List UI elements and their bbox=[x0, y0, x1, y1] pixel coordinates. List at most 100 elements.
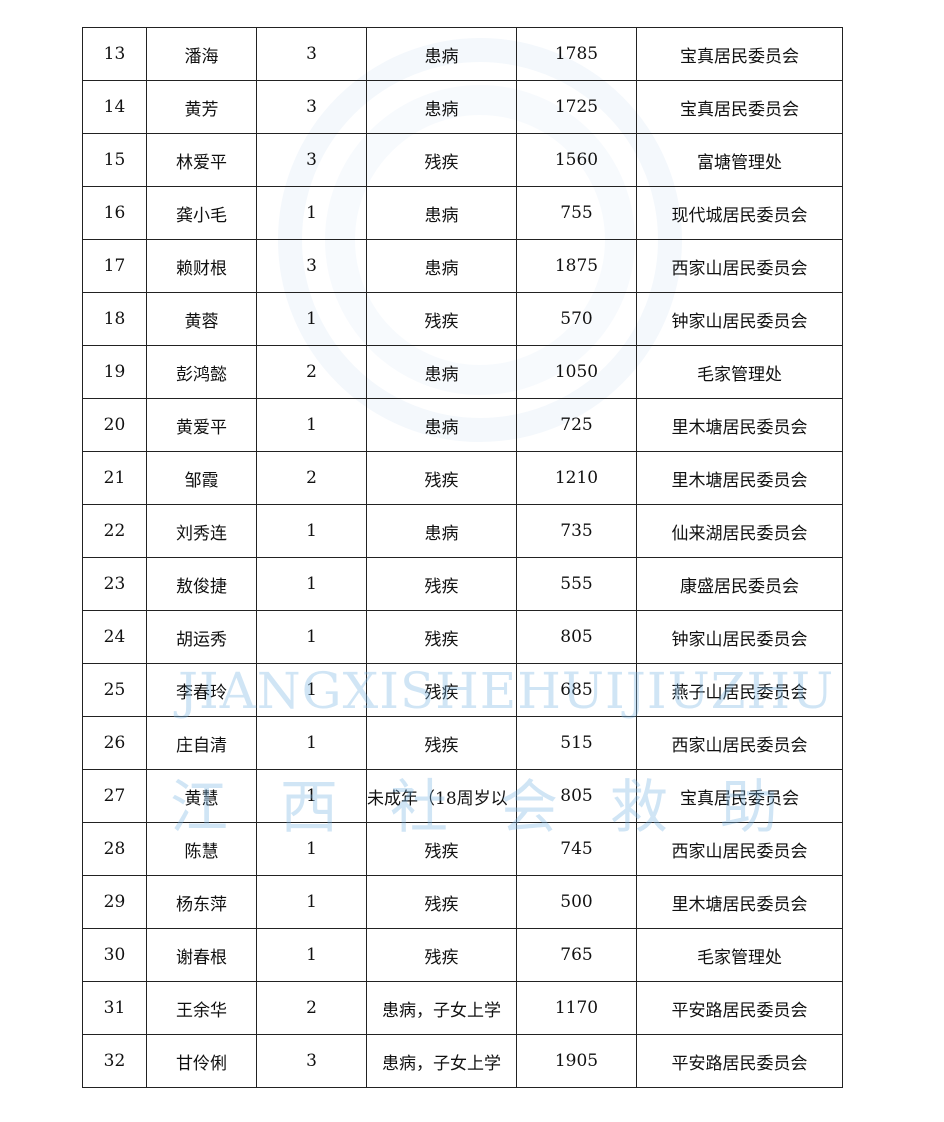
cell-count: 1 bbox=[256, 928, 367, 982]
table-row: 31 王余华 2 患病，子女上学 1170 平安路居民委员会 bbox=[82, 981, 843, 1035]
cell-count: 1 bbox=[256, 663, 367, 717]
table-row: 25 李春玲 1 残疾 685 燕子山居民委员会 bbox=[82, 663, 843, 717]
cell-no: 18 bbox=[82, 292, 147, 346]
cell-amount: 1875 bbox=[516, 239, 637, 293]
cell-unit: 燕子山居民委员会 bbox=[636, 663, 843, 717]
cell-count: 1 bbox=[256, 398, 367, 452]
cell-amount: 685 bbox=[516, 663, 637, 717]
cell-name: 彭鸿懿 bbox=[146, 345, 257, 399]
cell-count: 1 bbox=[256, 716, 367, 770]
table-row: 30 谢春根 1 残疾 765 毛家管理处 bbox=[82, 928, 843, 982]
cell-count: 1 bbox=[256, 292, 367, 346]
cell-no: 31 bbox=[82, 981, 147, 1035]
cell-name: 刘秀连 bbox=[146, 504, 257, 558]
cell-unit: 康盛居民委员会 bbox=[636, 557, 843, 611]
cell-name: 赖财根 bbox=[146, 239, 257, 293]
cell-reason: 残疾 bbox=[366, 822, 517, 876]
cell-unit: 里木塘居民委员会 bbox=[636, 875, 843, 929]
table-row: 21 邹霞 2 残疾 1210 里木塘居民委员会 bbox=[82, 451, 843, 505]
cell-amount: 1785 bbox=[516, 27, 637, 81]
cell-no: 21 bbox=[82, 451, 147, 505]
cell-unit: 毛家管理处 bbox=[636, 345, 843, 399]
cell-count: 2 bbox=[256, 345, 367, 399]
cell-count: 1 bbox=[256, 610, 367, 664]
cell-amount: 745 bbox=[516, 822, 637, 876]
cell-amount: 765 bbox=[516, 928, 637, 982]
cell-no: 16 bbox=[82, 186, 147, 240]
cell-name: 邹霞 bbox=[146, 451, 257, 505]
cell-no: 30 bbox=[82, 928, 147, 982]
cell-name: 庄自清 bbox=[146, 716, 257, 770]
cell-reason: 残疾 bbox=[366, 663, 517, 717]
cell-reason: 患病 bbox=[366, 27, 517, 81]
table-row: 24 胡运秀 1 残疾 805 钟家山居民委员会 bbox=[82, 610, 843, 664]
cell-name: 谢春根 bbox=[146, 928, 257, 982]
cell-no: 14 bbox=[82, 80, 147, 134]
cell-name: 甘伶俐 bbox=[146, 1034, 257, 1088]
cell-reason: 患病，子女上学 bbox=[366, 1034, 517, 1088]
cell-name: 黄蓉 bbox=[146, 292, 257, 346]
cell-reason: 残疾 bbox=[366, 451, 517, 505]
cell-amount: 555 bbox=[516, 557, 637, 611]
cell-no: 26 bbox=[82, 716, 147, 770]
cell-count: 2 bbox=[256, 981, 367, 1035]
cell-count: 1 bbox=[256, 557, 367, 611]
cell-no: 27 bbox=[82, 769, 147, 823]
cell-reason: 患病 bbox=[366, 239, 517, 293]
cell-unit: 现代城居民委员会 bbox=[636, 186, 843, 240]
cell-unit: 西家山居民委员会 bbox=[636, 239, 843, 293]
cell-name: 黄芳 bbox=[146, 80, 257, 134]
cell-unit: 钟家山居民委员会 bbox=[636, 610, 843, 664]
cell-unit: 里木塘居民委员会 bbox=[636, 451, 843, 505]
cell-no: 23 bbox=[82, 557, 147, 611]
table-row: 14 黄芳 3 患病 1725 宝真居民委员会 bbox=[82, 80, 843, 134]
table-row: 15 林爱平 3 残疾 1560 富塘管理处 bbox=[82, 133, 843, 187]
cell-reason: 患病 bbox=[366, 398, 517, 452]
cell-amount: 805 bbox=[516, 610, 637, 664]
cell-reason: 残疾 bbox=[366, 610, 517, 664]
cell-name: 龚小毛 bbox=[146, 186, 257, 240]
cell-no: 29 bbox=[82, 875, 147, 929]
cell-amount: 1210 bbox=[516, 451, 637, 505]
cell-no: 22 bbox=[82, 504, 147, 558]
cell-reason: 残疾 bbox=[366, 716, 517, 770]
cell-no: 24 bbox=[82, 610, 147, 664]
table-row: 29 杨东萍 1 残疾 500 里木塘居民委员会 bbox=[82, 875, 843, 929]
table-row: 13 潘海 3 患病 1785 宝真居民委员会 bbox=[82, 27, 843, 81]
cell-unit: 西家山居民委员会 bbox=[636, 822, 843, 876]
cell-name: 陈慧 bbox=[146, 822, 257, 876]
table-row: 20 黄爱平 1 患病 725 里木塘居民委员会 bbox=[82, 398, 843, 452]
table-row: 26 庄自清 1 残疾 515 西家山居民委员会 bbox=[82, 716, 843, 770]
cell-count: 2 bbox=[256, 451, 367, 505]
table-row: 22 刘秀连 1 患病 735 仙来湖居民委员会 bbox=[82, 504, 843, 558]
cell-unit: 仙来湖居民委员会 bbox=[636, 504, 843, 558]
table-row: 17 赖财根 3 患病 1875 西家山居民委员会 bbox=[82, 239, 843, 293]
table-row: 27 黄慧 1 未成年（18周岁以 805 宝真居民委员会 bbox=[82, 769, 843, 823]
table-row: 19 彭鸿懿 2 患病 1050 毛家管理处 bbox=[82, 345, 843, 399]
cell-unit: 西家山居民委员会 bbox=[636, 716, 843, 770]
cell-count: 3 bbox=[256, 239, 367, 293]
cell-amount: 735 bbox=[516, 504, 637, 558]
cell-name: 胡运秀 bbox=[146, 610, 257, 664]
cell-amount: 570 bbox=[516, 292, 637, 346]
cell-no: 13 bbox=[82, 27, 147, 81]
cell-count: 3 bbox=[256, 133, 367, 187]
cell-reason: 患病 bbox=[366, 186, 517, 240]
cell-amount: 515 bbox=[516, 716, 637, 770]
relief-table: 13 潘海 3 患病 1785 宝真居民委员会 14 黄芳 3 患病 1725 宝真居民委员会 15 林爱… bbox=[82, 27, 843, 1088]
cell-reason: 残疾 bbox=[366, 928, 517, 982]
cell-amount: 1170 bbox=[516, 981, 637, 1035]
cell-count: 3 bbox=[256, 1034, 367, 1088]
cell-name: 杨东萍 bbox=[146, 875, 257, 929]
cell-no: 17 bbox=[82, 239, 147, 293]
cell-count: 3 bbox=[256, 27, 367, 81]
cell-unit: 富塘管理处 bbox=[636, 133, 843, 187]
cell-reason: 患病 bbox=[366, 504, 517, 558]
cell-count: 1 bbox=[256, 822, 367, 876]
cell-amount: 1725 bbox=[516, 80, 637, 134]
cell-count: 1 bbox=[256, 504, 367, 558]
cell-unit: 钟家山居民委员会 bbox=[636, 292, 843, 346]
cell-unit: 平安路居民委员会 bbox=[636, 1034, 843, 1088]
table-row: 28 陈慧 1 残疾 745 西家山居民委员会 bbox=[82, 822, 843, 876]
cell-unit: 毛家管理处 bbox=[636, 928, 843, 982]
